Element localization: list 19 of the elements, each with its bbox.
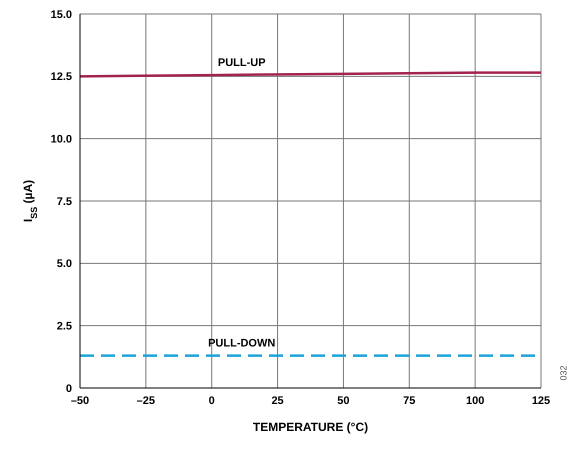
x-tick-label: 50 <box>337 394 350 407</box>
x-tick-label: 25 <box>271 394 284 407</box>
x-tick-label: –50 <box>70 394 90 407</box>
y-tick-label: 10.0 <box>50 134 72 146</box>
x-tick-label: 0 <box>208 394 215 407</box>
x-tick-label: 100 <box>466 394 484 407</box>
y-tick-label: 15.0 <box>50 8 72 21</box>
y-tick-label: 0 <box>66 382 72 395</box>
x-tick-label: –25 <box>136 394 156 407</box>
x-tick-label: 75 <box>403 394 416 407</box>
x-axis-title: TEMPERATURE (°C) <box>252 420 368 434</box>
y-tick-label: 7.5 <box>56 196 72 208</box>
y-tick-label: 12.5 <box>50 71 72 84</box>
x-tick-label: 125 <box>532 394 550 407</box>
y-tick-label: 2.5 <box>56 320 72 333</box>
text: 032 <box>558 365 568 381</box>
series-label: PULL-UP <box>218 57 266 70</box>
series-label: PULL-DOWN <box>208 338 276 350</box>
y-tick-label: 5.0 <box>56 258 72 270</box>
